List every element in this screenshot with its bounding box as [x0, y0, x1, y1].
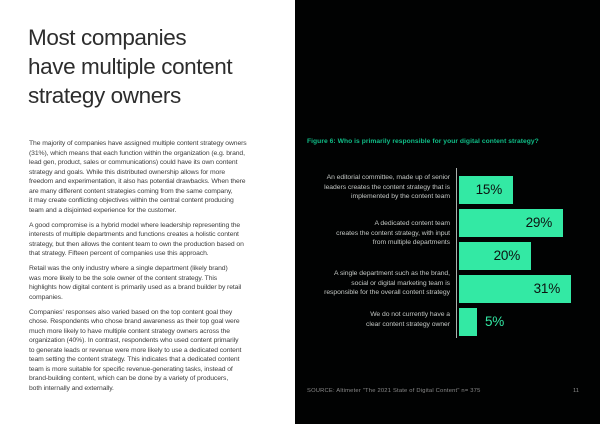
bar — [459, 242, 531, 270]
bar-value-label: 15% — [475, 182, 503, 197]
bar — [459, 176, 513, 204]
bar-value-label: 29% — [525, 215, 553, 230]
source-note: SOURCE: Altimeter "The 2021 State of Dig… — [307, 388, 481, 394]
bar-value-label: 20% — [493, 248, 521, 263]
bar — [459, 209, 563, 237]
body-text: The majority of companies have assigned … — [29, 139, 291, 399]
bar-category-label: We do not currently have a clear content… — [366, 311, 450, 328]
page-number: 11 — [573, 388, 580, 394]
bar-category-label: An editorial committee, made up of senio… — [324, 174, 450, 201]
bar-category-label: A dedicated content team creates the con… — [336, 220, 450, 247]
left-page: Most companies have multiple content str… — [0, 0, 295, 424]
bar-category-label: A single department such as the brand, s… — [324, 270, 450, 297]
body-paragraph: The majority of companies have assigned … — [29, 140, 247, 214]
body-paragraph: A good compromise is a hybrid model wher… — [29, 221, 244, 258]
bar — [459, 308, 477, 336]
page-title: Most companies have multiple content str… — [28, 25, 233, 108]
figure-panel: Figure 6: Who is primarily responsible f… — [295, 0, 600, 424]
body-paragraph: Retail was the only industry where a sin… — [29, 265, 242, 301]
bar-value-label: 5% — [485, 314, 505, 329]
figure-title: Figure 6: Who is primarily responsible f… — [307, 138, 539, 145]
body-paragraph: Companies' responses also varied based o… — [29, 308, 242, 392]
chart-axis-line — [456, 168, 457, 338]
bar-value-label: 31% — [533, 281, 561, 296]
bar — [459, 275, 571, 303]
